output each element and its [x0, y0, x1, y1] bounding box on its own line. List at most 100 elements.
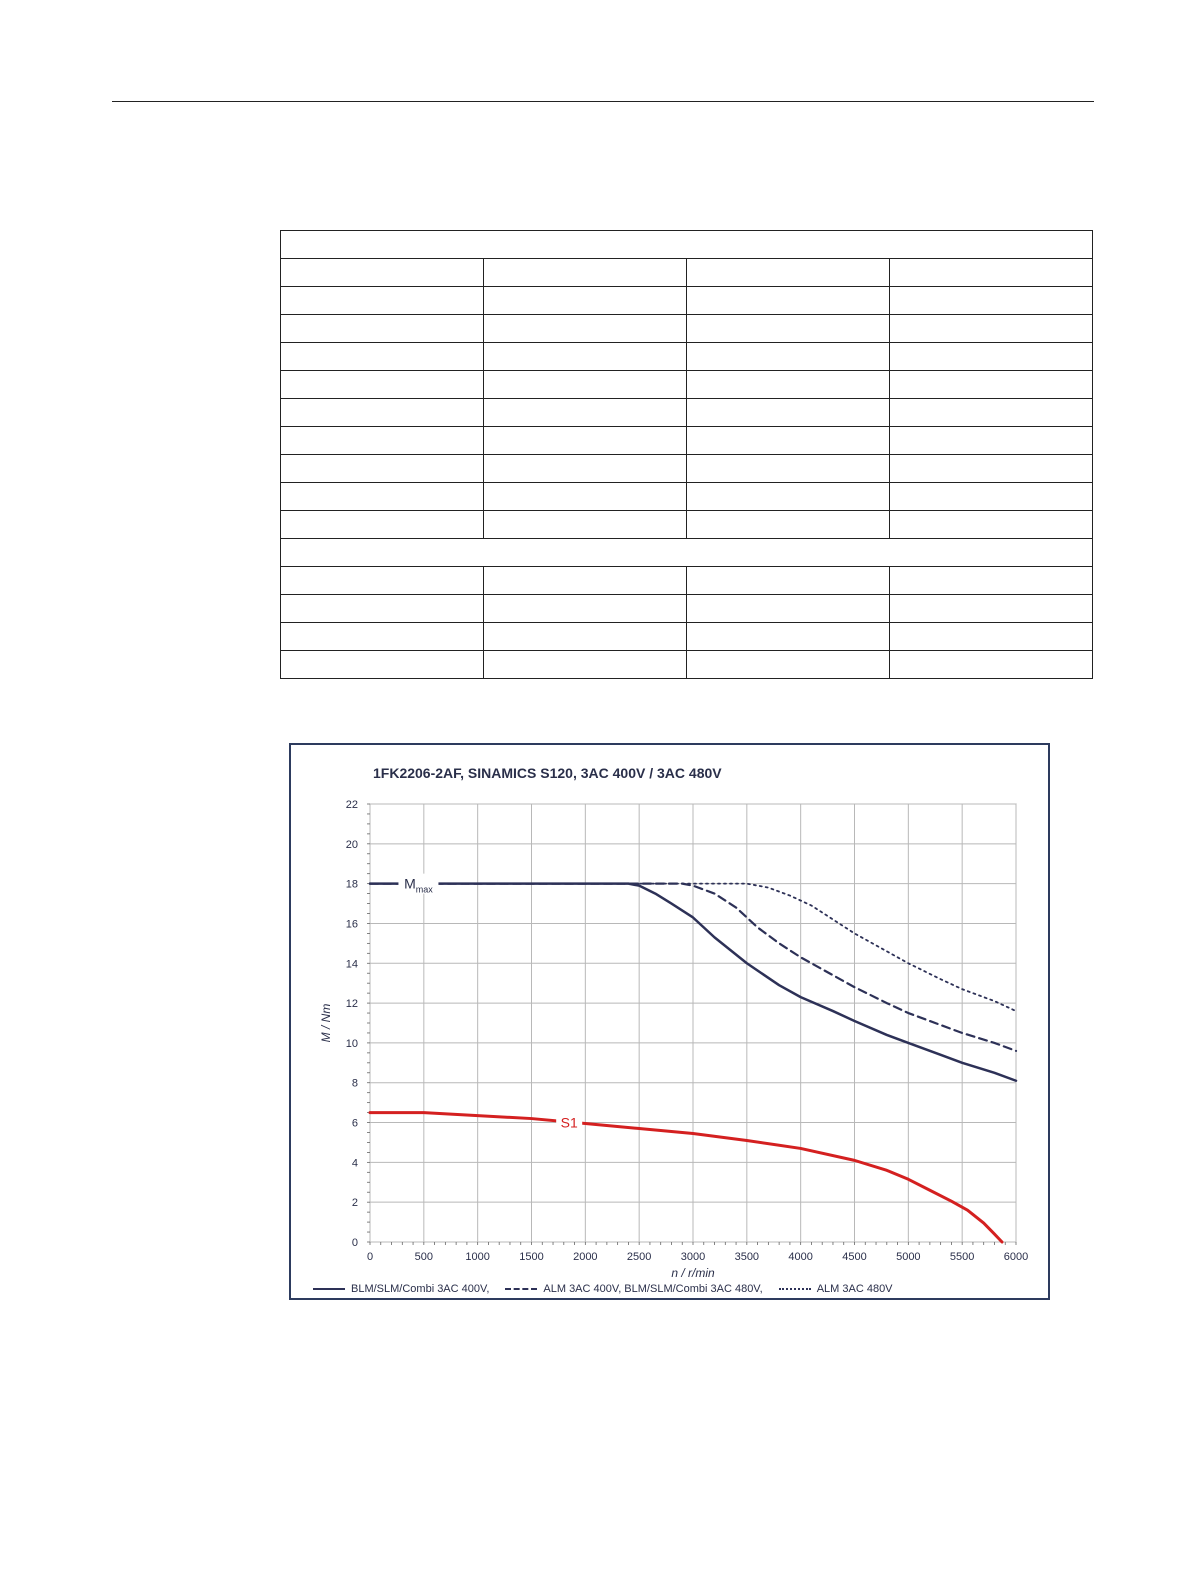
table-cell: [889, 426, 1093, 455]
x-tick-label: 0: [367, 1251, 373, 1263]
table-cell: [686, 342, 890, 371]
table-cell: [280, 594, 484, 623]
table-cell: [483, 426, 687, 455]
legend-swatch: [505, 1288, 538, 1290]
table-row: [280, 538, 1093, 567]
legend-swatch: [313, 1288, 345, 1290]
x-tick-label: 3000: [681, 1251, 705, 1263]
legend-label: BLM/SLM/Combi 3AC 400V,: [351, 1283, 490, 1295]
table-section-cell: [280, 230, 1093, 259]
table-cell: [483, 454, 687, 483]
y-tick-label: 6: [352, 1118, 358, 1130]
x-axis-label: n / r/min: [671, 1266, 715, 1280]
x-tick-label: 5500: [950, 1251, 974, 1263]
table-cell: [280, 650, 484, 679]
table-cell: [483, 286, 687, 315]
y-axis-label: M / Nm: [319, 1004, 333, 1043]
table-cell: [686, 482, 890, 511]
chart-legend: BLM/SLM/Combi 3AC 400V, ALM 3AC 400V, BLM…: [313, 1283, 909, 1295]
x-tick-label: 2000: [573, 1251, 597, 1263]
y-tick-label: 22: [346, 799, 358, 811]
table-row: [280, 286, 1093, 315]
table-row: [280, 230, 1093, 259]
chart-frame: 1FK2206-2AF, SINAMICS S120, 3AC 400V / 3…: [289, 743, 1050, 1300]
table-cell: [686, 314, 890, 343]
y-tick-label: 2: [352, 1197, 358, 1209]
table-cell: [483, 650, 687, 679]
table-row: [280, 314, 1093, 343]
table-cell: [483, 482, 687, 511]
table-cell: [686, 398, 890, 427]
series-line-2: [368, 882, 1018, 1052]
y-tick-label: 10: [346, 1038, 358, 1050]
table-cell: [483, 314, 687, 343]
y-tick-label: 12: [346, 998, 358, 1010]
chart-svg: 0 500 1000 1500 2000 2500 3000 3500 4000 4500 5000…: [319, 799, 1028, 1280]
table-cell: [483, 398, 687, 427]
table-cell: [889, 482, 1093, 511]
x-tick-label: 4500: [842, 1251, 866, 1263]
x-tick-label: 4000: [788, 1251, 812, 1263]
legend-item: ALM 3AC 480V: [778, 1283, 893, 1295]
table-cell: [686, 286, 890, 315]
y-tick-label: 8: [352, 1078, 358, 1090]
spec-table: [280, 230, 1093, 679]
x-tick-label: 5000: [896, 1251, 920, 1263]
table-cell: [889, 398, 1093, 427]
table-cell: [280, 258, 484, 287]
y-tick-label: 16: [346, 918, 358, 930]
table-row: [280, 370, 1093, 399]
x-tick-label: 500: [415, 1251, 433, 1263]
table-cell: [686, 510, 890, 539]
table-cell: [280, 622, 484, 651]
x-tick-label: 2500: [627, 1251, 651, 1263]
chart-title: 1FK2206-2AF, SINAMICS S120, 3AC 400V / 3…: [373, 765, 722, 781]
y-tick-label: 0: [352, 1237, 358, 1249]
table-cell: [686, 426, 890, 455]
table-cell: [280, 370, 484, 399]
table-cell: [889, 286, 1093, 315]
header-rule: [112, 101, 1094, 102]
table-row: [280, 342, 1093, 371]
series-line-1: [368, 882, 1018, 1082]
table-cell: [280, 566, 484, 595]
y-tick-label: 20: [346, 839, 358, 851]
table-cell: [686, 622, 890, 651]
table-row: [280, 426, 1093, 455]
table-cell: [483, 510, 687, 539]
table-cell: [483, 342, 687, 371]
table-cell: [483, 594, 687, 623]
annotation-bg: [398, 873, 439, 894]
table-cell: [686, 566, 890, 595]
series-line-4: [368, 1111, 1004, 1244]
table-row: [280, 482, 1093, 511]
legend-label: ALM 3AC 480V: [816, 1283, 893, 1295]
table-row: [280, 510, 1093, 539]
legend-item: BLM/SLM/Combi 3AC 400V,: [313, 1283, 489, 1295]
table-cell: [280, 510, 484, 539]
table-row: [280, 398, 1093, 427]
table-cell: [686, 650, 890, 679]
table-cell: [686, 370, 890, 399]
table-row: [280, 566, 1093, 595]
table-section-cell: [280, 538, 1093, 567]
table-cell: [889, 622, 1093, 651]
y-tick-label: 18: [346, 879, 358, 891]
table-cell: [889, 566, 1093, 595]
table-cell: [686, 454, 890, 483]
table-cell: [483, 370, 687, 399]
x-tick-label: 1500: [519, 1251, 543, 1263]
table-row: [280, 454, 1093, 483]
table-cell: [280, 482, 484, 511]
legend-label: ALM 3AC 400V, BLM/SLM/Combi 3AC 480V,: [543, 1283, 763, 1295]
table-cell: [483, 258, 687, 287]
x-tick-label: 1000: [465, 1251, 489, 1263]
table-row: [280, 650, 1093, 679]
series-line-3: [369, 882, 1017, 1012]
table-cell: [280, 342, 484, 371]
annotation-label: S1: [561, 1115, 578, 1131]
table-cell: [889, 342, 1093, 371]
y-tick-label: 14: [346, 958, 358, 970]
table-row: [280, 622, 1093, 651]
table-cell: [889, 594, 1093, 623]
